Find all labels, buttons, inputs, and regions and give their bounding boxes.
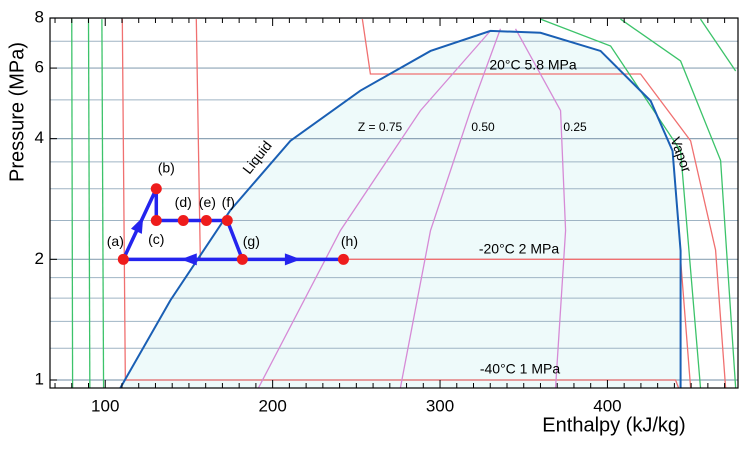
property-curve: [361, 18, 727, 388]
annotation: 0.50: [471, 120, 495, 134]
state-label: (e): [199, 194, 216, 210]
flow-arrow: [130, 216, 144, 234]
y-tick-label: 6: [35, 58, 44, 77]
annotation: 20°C 5.8 MPa: [489, 57, 577, 73]
plot-area: [50, 18, 738, 388]
y-tick-label: 1: [35, 369, 44, 388]
x-tick-label: 200: [258, 396, 286, 415]
y-axis-label: Pressure (MPa): [6, 42, 28, 182]
flow-arrow: [180, 253, 197, 266]
state-point: [150, 183, 162, 195]
state-point: [200, 214, 212, 226]
state-point: [337, 253, 349, 265]
state-point: [117, 253, 129, 265]
flow-arrow: [284, 253, 301, 266]
property-curve: [195, 19, 692, 388]
state-point: [177, 214, 189, 226]
annotation: -40°C 1 MPa: [480, 361, 561, 377]
state-label: (h): [341, 233, 358, 249]
saturation-dome: [119, 29, 682, 388]
y-tick-label: 8: [35, 7, 44, 26]
property-curve: [71, 19, 74, 388]
property-curve: [699, 18, 737, 72]
property-curve: [399, 28, 502, 388]
property-curve: [514, 28, 567, 388]
x-axis-label: Enthalpy (kJ/kg): [542, 414, 685, 436]
y-tick-label: 2: [35, 249, 44, 268]
property-curve: [540, 18, 702, 388]
dome-fill: [120, 30, 681, 388]
state-point: [150, 214, 162, 226]
annotation: -20°C 2 MPa: [479, 241, 560, 257]
annotation: Z = 0.75: [358, 120, 403, 134]
state-label: (g): [243, 233, 260, 249]
state-label: (b): [158, 159, 175, 175]
y-tick-label: 4: [35, 128, 44, 147]
state-label: (a): [107, 233, 124, 249]
state-label: (d): [175, 194, 192, 210]
state-label: (f): [222, 194, 235, 210]
x-tick-label: 400: [593, 396, 621, 415]
property-curve: [257, 30, 491, 388]
annotation: 0.25: [563, 120, 587, 134]
property-curve: [87, 19, 91, 388]
property-curve: [121, 19, 680, 388]
state-point: [221, 214, 233, 226]
axes-frame: [49, 17, 739, 389]
x-tick-label: 300: [426, 396, 454, 415]
state-point: [236, 253, 248, 265]
x-tick-label: 100: [91, 396, 119, 415]
state-label: (c): [148, 231, 164, 247]
property-curve: [620, 18, 737, 388]
property-curve: [101, 19, 105, 388]
